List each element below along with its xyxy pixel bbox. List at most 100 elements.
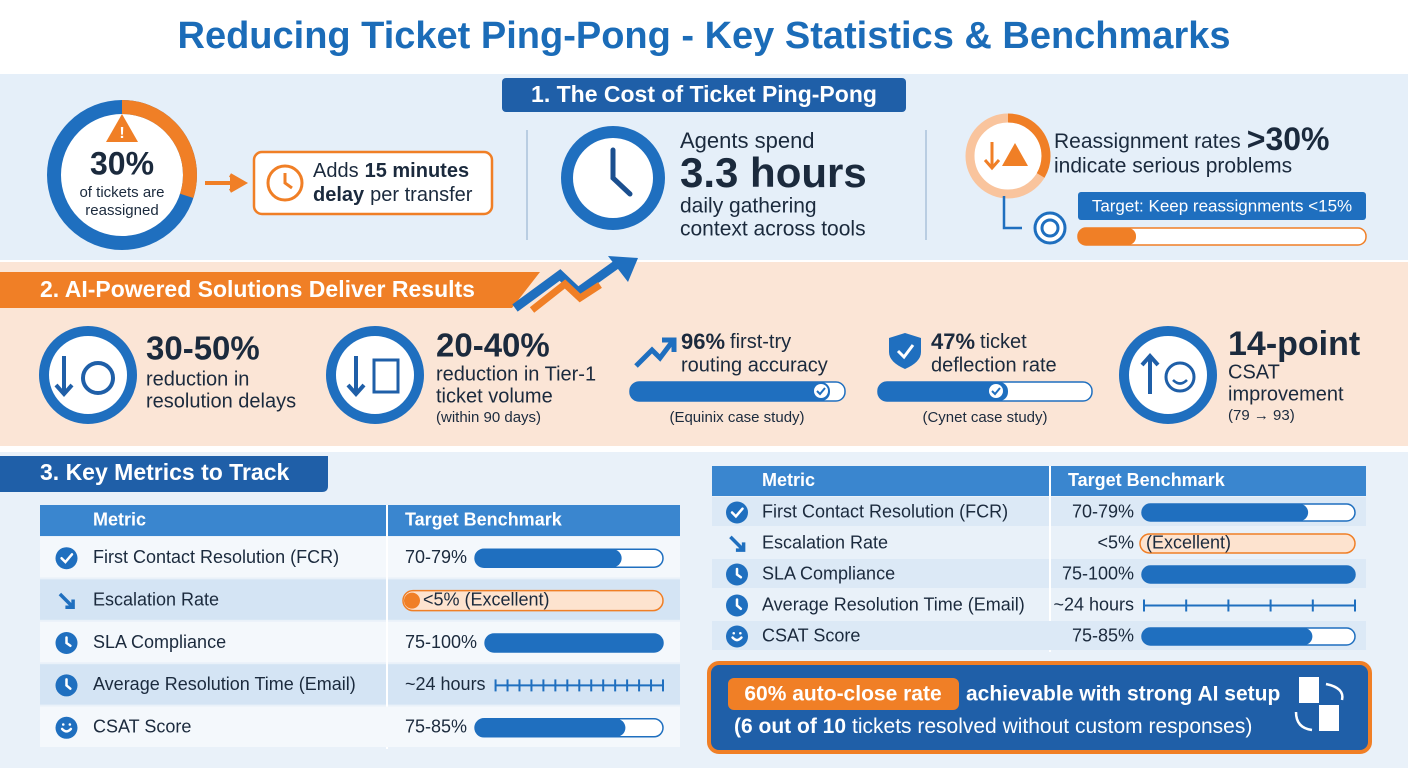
target-text: Target: Keep reassignments <15% bbox=[1092, 196, 1352, 215]
benchmark-pill bbox=[402, 589, 664, 612]
benchmark-note: (Excellent) bbox=[1146, 532, 1231, 552]
down-arrow bbox=[346, 356, 366, 398]
row-icon bbox=[58, 592, 75, 609]
solution-text: routing accuracy bbox=[681, 354, 828, 376]
target-ring bbox=[1040, 218, 1060, 238]
table-header: Target Benchmark bbox=[1068, 470, 1226, 490]
icon-ring bbox=[39, 326, 137, 424]
document bbox=[1297, 675, 1321, 705]
solution-text: deflection rate bbox=[931, 354, 1057, 376]
row-icon-glyph bbox=[65, 636, 72, 647]
solution-line: 47% ticket bbox=[931, 329, 1027, 354]
clock-hands bbox=[283, 173, 293, 190]
table-header: Metric bbox=[93, 509, 146, 529]
benchmark-bar-fill bbox=[485, 634, 663, 652]
smile bbox=[1164, 361, 1196, 393]
target-box bbox=[1078, 192, 1366, 220]
stat-text: reassigned bbox=[85, 202, 158, 219]
agents-value: 3.3 hours bbox=[680, 149, 867, 196]
row-icon-glyph bbox=[735, 598, 743, 611]
agents-lead: Agents spend bbox=[680, 128, 815, 153]
bold-text: >30% bbox=[1247, 121, 1330, 157]
text: Adds bbox=[313, 160, 359, 182]
trend-arrowhead bbox=[608, 256, 638, 282]
down-arrow bbox=[983, 142, 1001, 171]
text: Reassignment rates bbox=[1054, 130, 1241, 153]
row-icon-glyph bbox=[731, 631, 743, 642]
row-icon bbox=[726, 625, 748, 648]
row-icon-glyph bbox=[735, 567, 743, 579]
solution-text: ticket volume bbox=[436, 385, 553, 407]
benchmark-bar-fill bbox=[1142, 504, 1309, 521]
benchmark: 75-100% bbox=[405, 632, 477, 652]
stat-text: of tickets are bbox=[79, 184, 164, 201]
solution-icon bbox=[1119, 326, 1217, 424]
row-icon-glyph bbox=[60, 553, 74, 564]
delay-line: Adds 15 minutes bbox=[313, 160, 469, 182]
document bbox=[1317, 703, 1341, 733]
smile-mouth bbox=[1172, 379, 1188, 385]
agents-text: daily gathering bbox=[680, 195, 817, 218]
solution-note: (within 90 days) bbox=[436, 409, 541, 426]
arrow bbox=[205, 173, 249, 193]
progress-fill bbox=[878, 382, 1008, 401]
check-dot bbox=[814, 384, 828, 398]
benchmark: 70-79% bbox=[405, 547, 467, 567]
check-dot bbox=[989, 384, 1003, 398]
row-icon bbox=[726, 501, 748, 524]
callout-highlight: 60% auto-close rate bbox=[744, 683, 941, 706]
benchmark-bar-fill bbox=[1142, 566, 1355, 583]
metric-name: First Contact Resolution (FCR) bbox=[762, 501, 1008, 521]
table-header: Target Benchmark bbox=[405, 509, 563, 529]
delay-line: delay per transfer bbox=[313, 184, 473, 206]
check bbox=[816, 387, 826, 396]
delay-box bbox=[252, 150, 494, 216]
metric-name: First Contact Resolution (FCR) bbox=[93, 547, 339, 567]
solution-text: resolution delays bbox=[146, 390, 296, 412]
check bbox=[896, 344, 915, 360]
solution-note: (79 → 93) bbox=[1228, 407, 1295, 424]
text: per transfer bbox=[370, 184, 473, 206]
cycle-arrows bbox=[1294, 682, 1344, 732]
benchmark: <5% bbox=[1097, 532, 1134, 552]
bold-text: 15 minutes bbox=[365, 160, 469, 182]
solution-value: 14-point bbox=[1228, 325, 1360, 363]
benchmark: 75-85% bbox=[405, 717, 467, 737]
warning-mark: ! bbox=[119, 125, 124, 142]
metric-name: SLA Compliance bbox=[93, 632, 226, 652]
metric-name: Escalation Rate bbox=[762, 532, 888, 552]
row-icon-glyph bbox=[60, 723, 73, 733]
row-icon bbox=[55, 547, 78, 570]
solution-text: improvement bbox=[1228, 383, 1344, 405]
callout-text: tickets resolved without custom response… bbox=[852, 715, 1252, 738]
documents-icon bbox=[1294, 675, 1344, 733]
reassign-text: indicate serious problems bbox=[1054, 155, 1292, 178]
solution-line: 96% first-try bbox=[681, 329, 791, 354]
connector bbox=[1002, 196, 1022, 230]
tables: Metric Target Benchmark First Contact Reso… bbox=[40, 466, 1366, 749]
metric-name: Average Resolution Time (Email) bbox=[762, 594, 1025, 614]
section2-heading-bg bbox=[0, 272, 540, 308]
solution-text: ticket bbox=[980, 331, 1027, 353]
target-bar-fill bbox=[1078, 228, 1136, 245]
up-arrow bbox=[1140, 352, 1160, 394]
clock bbox=[81, 361, 115, 395]
pill-dot bbox=[404, 592, 420, 609]
down-arrow bbox=[54, 356, 74, 398]
section3-heading: 3. Key Metrics to Track bbox=[40, 459, 289, 485]
table-header-bg bbox=[40, 505, 680, 536]
section3-heading-bg bbox=[0, 456, 328, 492]
benchmark-bar-fill bbox=[475, 718, 626, 737]
reassign-line: Reassignment rates >30% bbox=[1054, 121, 1330, 157]
page-title: Reducing Ticket Ping-Pong - Key Statisti… bbox=[178, 15, 1231, 57]
benchmark: 75-100% bbox=[1062, 563, 1134, 583]
benchmark-pill bbox=[1139, 533, 1356, 554]
callout-highlight-bg bbox=[728, 678, 959, 710]
icon-ring bbox=[1119, 326, 1217, 424]
document bbox=[372, 358, 400, 394]
solution-value: 30-50% bbox=[146, 330, 260, 367]
solution-value: 20-40% bbox=[436, 327, 550, 364]
bold-text: delay bbox=[313, 184, 365, 206]
